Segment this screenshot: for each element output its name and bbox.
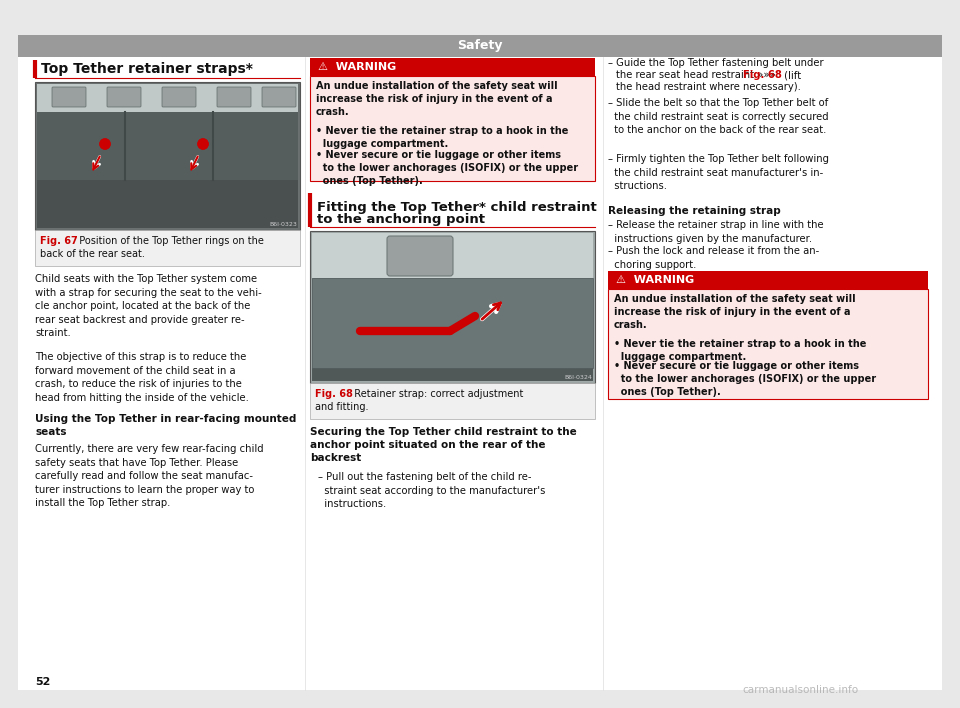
FancyBboxPatch shape [107,87,141,107]
Text: – Guide the Top Tether fastening belt under: – Guide the Top Tether fastening belt un… [608,58,824,68]
Text: B6I·0323: B6I·0323 [269,222,297,227]
Text: 52: 52 [35,677,50,687]
Text: back of the rear seat.: back of the rear seat. [40,249,145,259]
Text: • Never secure or tie luggage or other items
  to the lower anchorages (ISOFIX) : • Never secure or tie luggage or other i… [316,150,578,186]
Text: Retainer strap: correct adjustment: Retainer strap: correct adjustment [348,389,523,399]
FancyBboxPatch shape [37,180,298,228]
FancyBboxPatch shape [387,236,453,276]
Text: Using the Top Tether in rear-facing mounted
seats: Using the Top Tether in rear-facing moun… [35,414,297,438]
Text: – Release the retainer strap in line with the
  instructions given by the manufa: – Release the retainer strap in line wit… [608,220,824,244]
FancyBboxPatch shape [162,87,196,107]
Text: ⚠  WARNING: ⚠ WARNING [318,62,396,72]
Text: Fig. 68: Fig. 68 [315,389,353,399]
Text: and fitting.: and fitting. [315,402,369,412]
FancyBboxPatch shape [35,82,300,230]
Text: • Never tie the retainer strap to a hook in the
  luggage compartment.: • Never tie the retainer strap to a hook… [614,339,866,362]
Text: Child seats with the Top Tether system come
with a strap for securing the seat t: Child seats with the Top Tether system c… [35,274,262,338]
Text: Currently, there are very few rear-facing child
safety seats that have Top Tethe: Currently, there are very few rear-facin… [35,444,264,508]
Text: ⚠  WARNING: ⚠ WARNING [616,275,694,285]
FancyBboxPatch shape [310,58,595,76]
FancyBboxPatch shape [18,35,942,690]
Text: – Firmly tighten the Top Tether belt following
  the child restraint seat manufa: – Firmly tighten the Top Tether belt fol… [608,154,829,191]
FancyBboxPatch shape [608,271,928,289]
Text: Safety: Safety [457,40,503,52]
FancyBboxPatch shape [262,87,296,107]
Text: – Slide the belt so that the Top Tether belt of
  the child restraint seat is co: – Slide the belt so that the Top Tether … [608,98,828,135]
Circle shape [198,139,208,149]
FancyBboxPatch shape [310,231,595,383]
Text: The objective of this strap is to reduce the
forward movement of the child seat : The objective of this strap is to reduce… [35,352,249,403]
Text: Fig. 68: Fig. 68 [743,70,781,80]
FancyBboxPatch shape [312,278,593,368]
FancyBboxPatch shape [37,112,298,180]
Text: Securing the Top Tether child restraint to the
anchor point situated on the rear: Securing the Top Tether child restraint … [310,427,577,464]
Text: An undue installation of the safety seat will
increase the risk of injury in the: An undue installation of the safety seat… [316,81,558,118]
Text: – Pull out the fastening belt of the child re-
  straint seat according to the m: – Pull out the fastening belt of the chi… [318,472,545,509]
FancyBboxPatch shape [18,35,942,57]
FancyBboxPatch shape [310,76,595,181]
FancyBboxPatch shape [217,87,251,107]
Text: (lift: (lift [781,70,802,80]
FancyBboxPatch shape [312,233,593,381]
Text: Fitting the Top Tether* child restraint: Fitting the Top Tether* child restraint [317,201,597,214]
Text: carmanualsonline.info: carmanualsonline.info [742,685,858,695]
Text: An undue installation of the safety seat will
increase the risk of injury in the: An undue installation of the safety seat… [614,294,855,331]
Text: • Never secure or tie luggage or other items
  to the lower anchorages (ISOFIX) : • Never secure or tie luggage or other i… [614,361,876,397]
Text: Fig. 67: Fig. 67 [40,236,78,246]
Text: – Push the lock and release it from the an-
  choring support.: – Push the lock and release it from the … [608,246,819,270]
FancyBboxPatch shape [312,368,593,381]
Text: Top Tether retainer straps*: Top Tether retainer straps* [41,62,252,76]
FancyBboxPatch shape [312,233,593,278]
Text: Position of the Top Tether rings on the: Position of the Top Tether rings on the [73,236,264,246]
FancyBboxPatch shape [35,230,300,266]
Text: Releasing the retaining strap: Releasing the retaining strap [608,206,780,216]
Text: B6I·0324: B6I·0324 [564,375,592,380]
Circle shape [100,139,110,149]
Text: the head restraint where necessary).: the head restraint where necessary). [616,82,801,92]
FancyBboxPatch shape [608,289,928,399]
Text: the rear seat head restraint »»»: the rear seat head restraint »»» [616,70,779,80]
FancyBboxPatch shape [310,383,595,419]
Text: • Never tie the retainer strap to a hook in the
  luggage compartment.: • Never tie the retainer strap to a hook… [316,126,568,149]
Text: to the anchoring point: to the anchoring point [317,213,485,226]
FancyBboxPatch shape [37,84,298,112]
FancyBboxPatch shape [52,87,86,107]
